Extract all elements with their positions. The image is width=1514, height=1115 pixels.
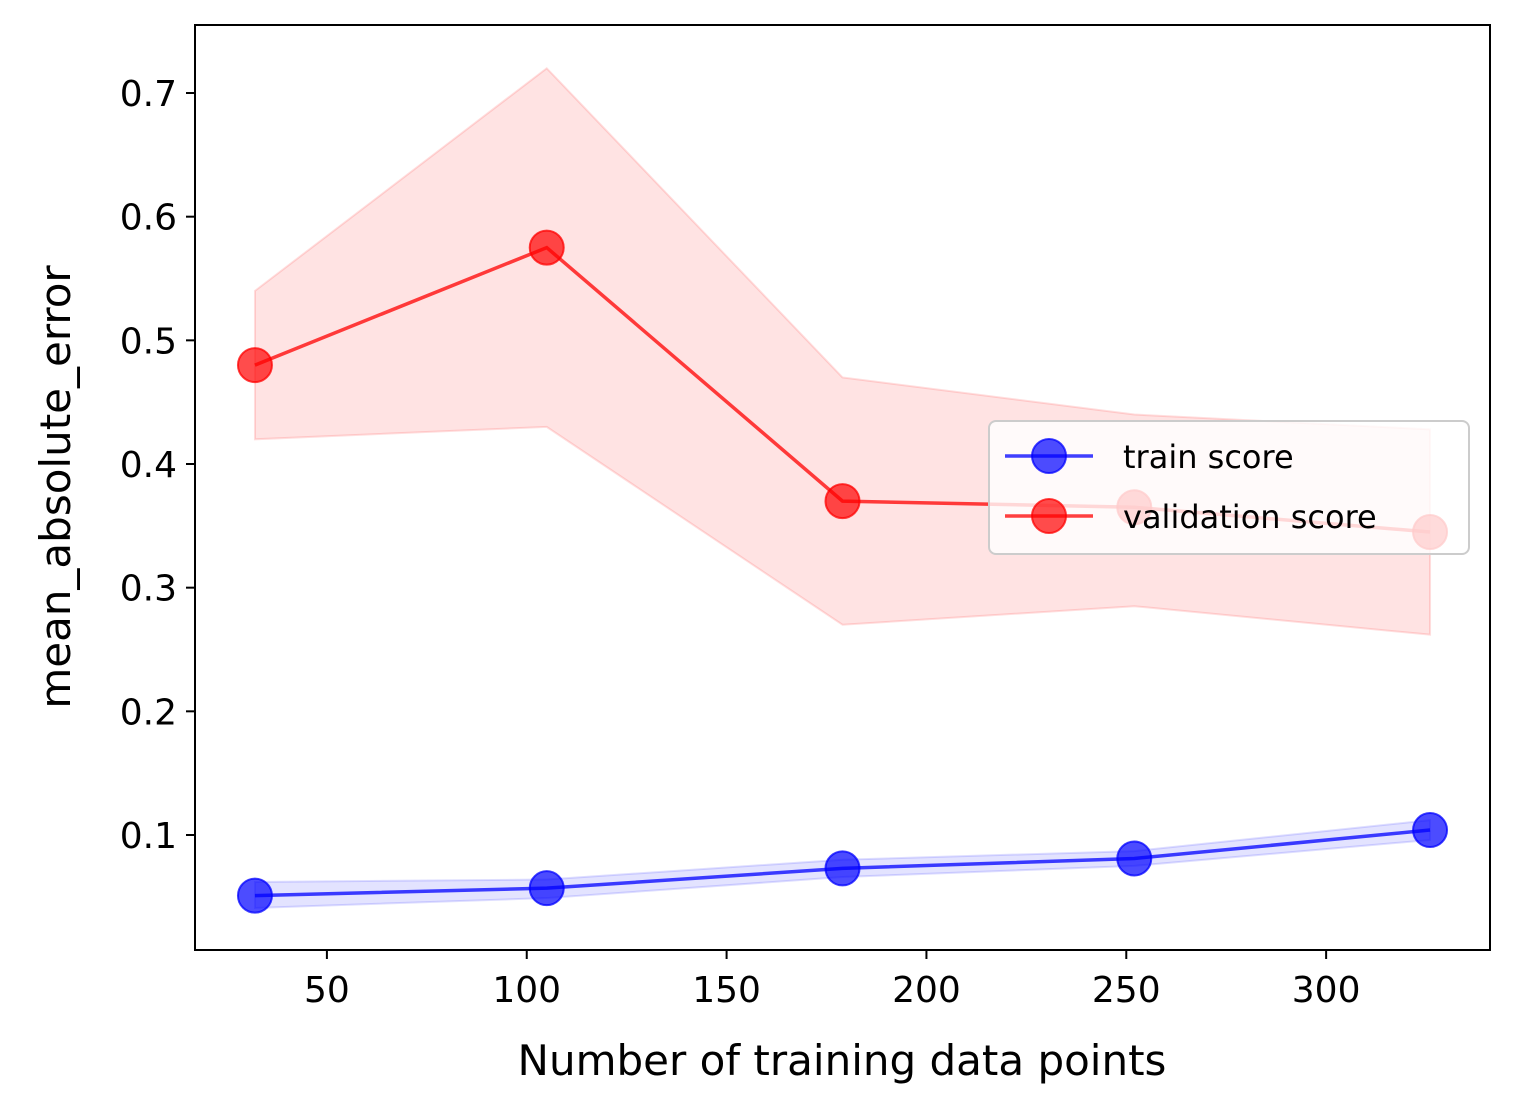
y-tick-label-0.4: 0.4 xyxy=(120,445,177,486)
point-train-3 xyxy=(1116,840,1153,877)
y-tick-label-0.3: 0.3 xyxy=(120,569,177,610)
legend-marker-validation xyxy=(1031,498,1067,534)
x-axis-ticks: 50 100 150 200 250 300 xyxy=(304,950,1360,1011)
legend-box xyxy=(988,420,1470,555)
point-train-0 xyxy=(236,877,273,914)
y-tick-label-0.2: 0.2 xyxy=(120,692,177,733)
point-train-4 xyxy=(1412,812,1449,849)
y-axis-label: mean_absolute_error xyxy=(31,265,80,709)
legend-label-validation: validation score xyxy=(1123,498,1377,536)
x-tick-label-300: 300 xyxy=(1292,970,1361,1011)
x-tick-label-250: 250 xyxy=(1092,970,1161,1011)
y-tick-label-0.7: 0.7 xyxy=(120,74,177,115)
x-axis-label: Number of training data points xyxy=(518,1036,1167,1085)
x-tick-label-50: 50 xyxy=(304,970,350,1011)
y-tick-label-0.1: 0.1 xyxy=(120,816,177,857)
y-tick-label-0.5: 0.5 xyxy=(120,321,177,362)
point-validation-1 xyxy=(528,229,565,266)
x-tick-label-150: 150 xyxy=(692,970,761,1011)
x-tick-label-100: 100 xyxy=(492,970,561,1011)
point-train-2 xyxy=(824,850,861,887)
legend-label-train: train score xyxy=(1123,438,1294,476)
point-validation-0 xyxy=(236,347,273,384)
point-train-1 xyxy=(528,870,565,907)
x-tick-label-200: 200 xyxy=(892,970,961,1011)
y-tick-label-0.6: 0.6 xyxy=(120,198,177,239)
y-axis-ticks: 0.1 0.2 0.3 0.4 0.5 0.6 0.7 xyxy=(120,74,195,857)
point-validation-2 xyxy=(824,483,861,520)
plot-frame xyxy=(194,24,1491,951)
legend: train score validation score xyxy=(988,420,1470,555)
legend-marker-train xyxy=(1031,438,1067,474)
